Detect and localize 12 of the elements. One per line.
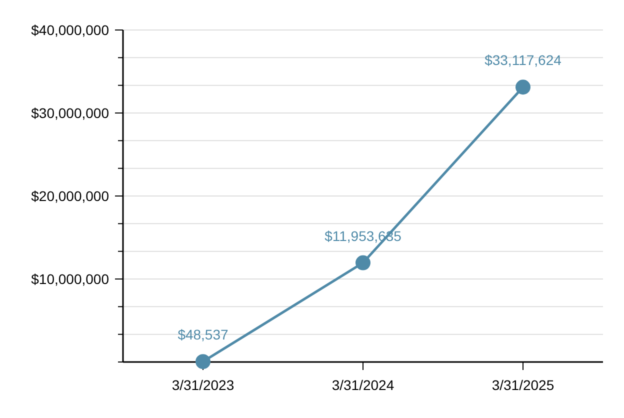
x-tick-label: 3/31/2025 [492, 377, 554, 393]
y-tick-label: $30,000,000 [31, 104, 110, 121]
point [196, 354, 210, 370]
text: $48,537 [178, 326, 228, 343]
text: $33,117,624 [484, 52, 562, 68]
point [516, 80, 530, 95]
point [356, 255, 370, 270]
x-tick-label: 3/31/2023 [172, 377, 234, 393]
y-tick-label: $20,000,000 [31, 188, 110, 204]
y-tick-label: $40,000,000 [31, 22, 110, 38]
y-tick-label: $10,000,000 [31, 270, 110, 287]
x-tick-label: 3/31/2024 [332, 377, 394, 393]
